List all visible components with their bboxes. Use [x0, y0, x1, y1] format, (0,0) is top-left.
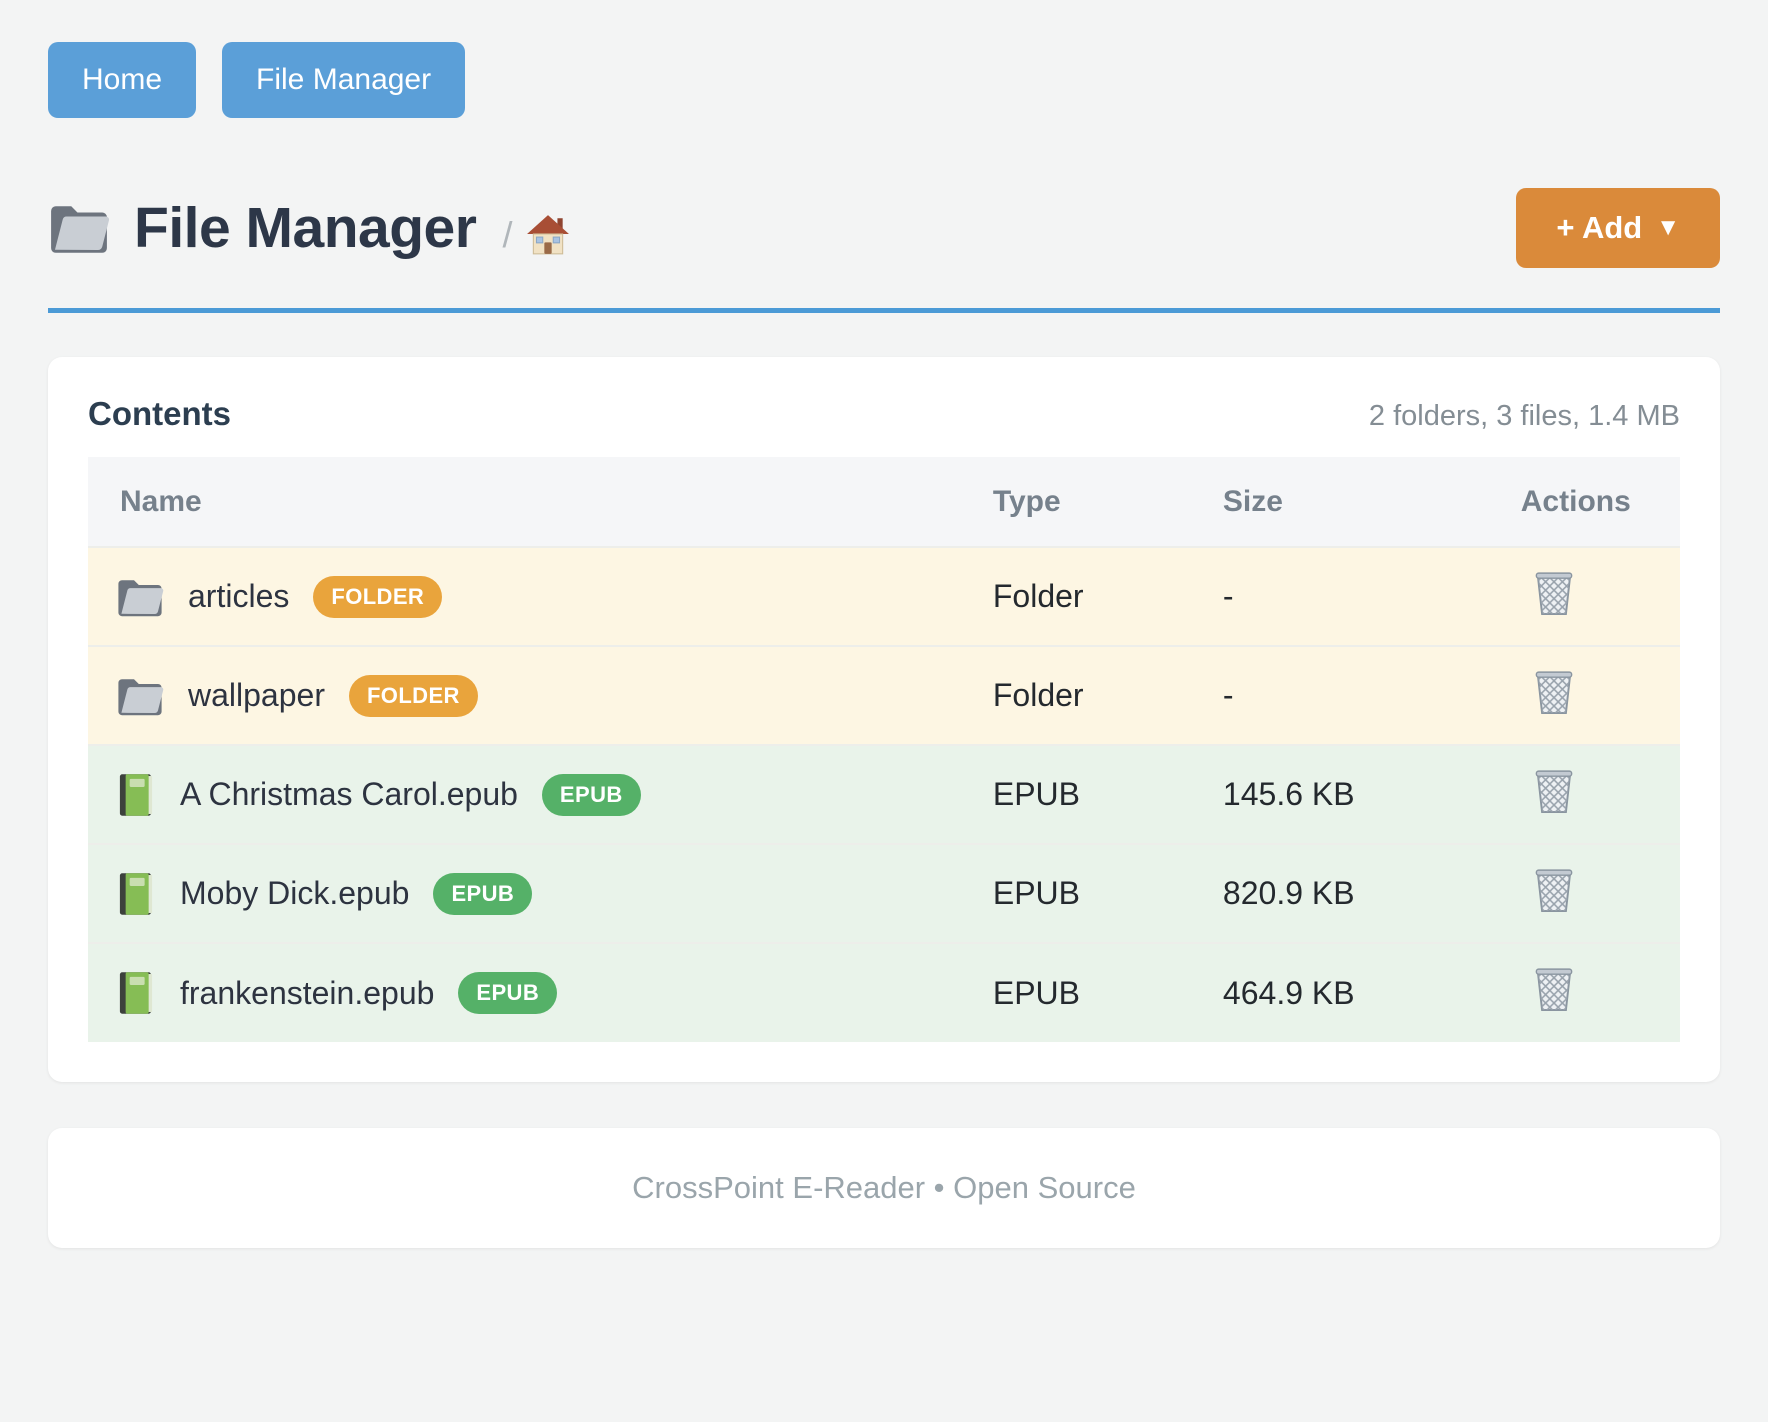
file-manager-button[interactable]: File Manager: [222, 42, 466, 118]
top-nav: Home File Manager: [48, 42, 1720, 118]
type-badge: EPUB: [541, 773, 641, 816]
folder-icon: [48, 201, 110, 255]
file-name[interactable]: frankenstein.epub: [180, 974, 435, 1011]
wastebasket-icon: [1533, 767, 1575, 815]
contents-summary: 2 folders, 3 files, 1.4 MB: [1368, 400, 1680, 432]
wastebasket-icon: [1533, 668, 1575, 716]
page: Home File Manager File Manager /: [0, 42, 1768, 1082]
chevron-down-icon: ▼: [1656, 214, 1680, 241]
table-row: wallpaper FOLDER Folder -: [88, 646, 1680, 745]
delete-button[interactable]: [1521, 668, 1575, 716]
home-button[interactable]: Home: [48, 42, 197, 118]
page-title: File Manager: [134, 196, 477, 260]
type-cell: EPUB: [992, 974, 1080, 1011]
title-underline: [48, 308, 1720, 313]
footer-text: CrossPoint E-Reader • Open Source: [632, 1170, 1136, 1205]
contents-header: Contents 2 folders, 3 files, 1.4 MB: [88, 395, 1680, 433]
house-icon[interactable]: [526, 214, 570, 256]
table-row: Moby Dick.epub EPUB EPUB 820.9 KB: [88, 844, 1680, 943]
type-badge: EPUB: [458, 972, 558, 1014]
wastebasket-icon: [1533, 965, 1575, 1013]
add-button-label: + Add: [1556, 210, 1643, 245]
column-header-actions: Actions: [1520, 457, 1680, 547]
file-name[interactable]: Moby Dick.epub: [180, 875, 410, 911]
delete-button[interactable]: [1521, 866, 1575, 914]
contents-card: Contents 2 folders, 3 files, 1.4 MB Name…: [48, 357, 1720, 1082]
table-row: articles FOLDER Folder -: [88, 547, 1680, 646]
folder-icon: [116, 576, 164, 618]
green-book-icon: [116, 970, 156, 1016]
type-badge: FOLDER: [313, 575, 443, 618]
type-cell: Folder: [992, 677, 1084, 713]
breadcrumb-separator: /: [502, 214, 513, 255]
type-cell: Folder: [992, 578, 1084, 614]
green-book-icon: [116, 772, 156, 818]
table-header-row: Name Type Size Actions: [88, 457, 1680, 547]
page-header: File Manager / + Add ▼: [48, 188, 1720, 268]
delete-button[interactable]: [1521, 569, 1575, 617]
table-body: articles FOLDER Folder -: [88, 547, 1680, 1042]
size-cell: -: [1222, 578, 1234, 614]
type-cell: EPUB: [992, 875, 1080, 911]
folder-icon: [116, 675, 164, 717]
footer: CrossPoint E-Reader • Open Source: [48, 1128, 1720, 1248]
type-badge: EPUB: [433, 872, 533, 915]
add-button[interactable]: + Add ▼: [1516, 188, 1720, 268]
title-group: File Manager /: [48, 195, 570, 261]
file-name[interactable]: articles: [188, 578, 290, 614]
column-header-size[interactable]: Size: [1222, 457, 1521, 547]
size-cell: 820.9 KB: [1222, 875, 1355, 911]
size-cell: 145.6 KB: [1222, 776, 1355, 812]
size-cell: -: [1222, 677, 1234, 713]
column-header-type[interactable]: Type: [992, 457, 1223, 547]
table-row: frankenstein.epub EPUB EPUB 464.9 KB: [88, 943, 1680, 1042]
size-cell: 464.9 KB: [1222, 974, 1355, 1011]
column-header-name[interactable]: Name: [88, 457, 993, 547]
table-row: A Christmas Carol.epub EPUB EPUB 145.6 K…: [88, 745, 1680, 844]
wastebasket-icon: [1533, 569, 1575, 617]
green-book-icon: [116, 871, 156, 917]
contents-heading: Contents: [88, 395, 231, 432]
delete-button[interactable]: [1521, 767, 1575, 815]
delete-button[interactable]: [1521, 965, 1575, 1013]
file-table: Name Type Size Actions: [88, 457, 1680, 1042]
wastebasket-icon: [1533, 866, 1575, 914]
type-badge: FOLDER: [348, 674, 478, 717]
file-name[interactable]: wallpaper: [188, 677, 325, 713]
file-name[interactable]: A Christmas Carol.epub: [180, 776, 518, 812]
type-cell: EPUB: [992, 776, 1080, 812]
